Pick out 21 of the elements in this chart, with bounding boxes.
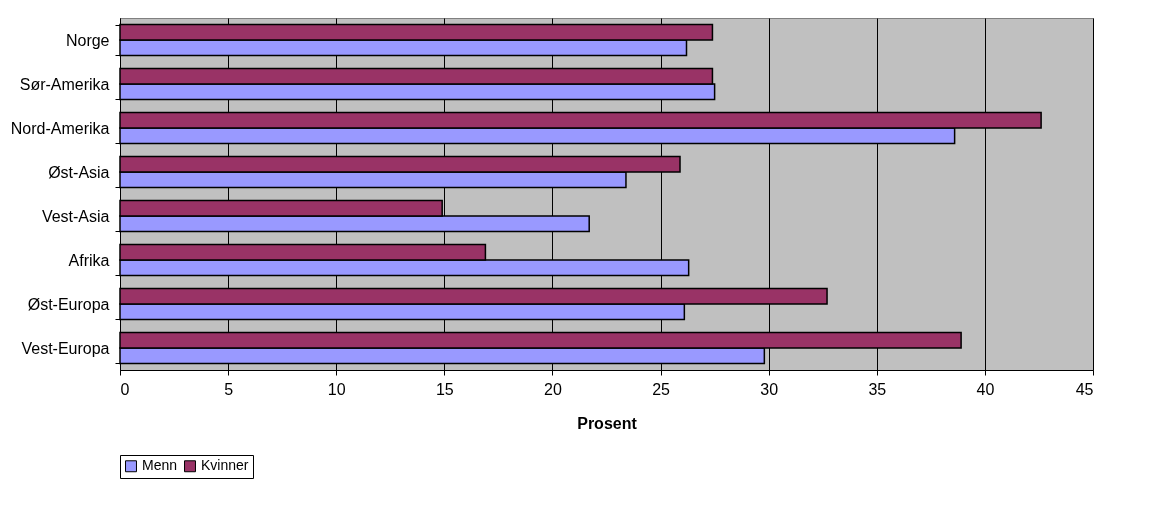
y-tick-label: Øst-Asia bbox=[48, 163, 110, 181]
x-tick-label: 20 bbox=[544, 380, 562, 398]
x-tick-label: 45 bbox=[1075, 380, 1094, 398]
x-tick-label: 0 bbox=[120, 380, 130, 398]
y-tick-label: Afrika bbox=[68, 251, 110, 269]
x-axis-title: Prosent bbox=[577, 414, 638, 432]
x-tick-label: 10 bbox=[327, 380, 346, 398]
legend-label: Kvinner bbox=[201, 457, 249, 474]
x-tick-label: 30 bbox=[760, 380, 779, 398]
y-tick-label: Nord-Amerika bbox=[10, 119, 110, 137]
x-tick-label: 35 bbox=[868, 380, 887, 398]
x-tick-label: 40 bbox=[976, 380, 995, 398]
y-tick-label: Norge bbox=[65, 31, 110, 49]
x-tick-label: 5 bbox=[224, 380, 234, 398]
x-tick-label: 25 bbox=[652, 380, 671, 398]
y-tick-label: Øst-Europa bbox=[27, 295, 110, 313]
y-tick-label: Sør-Amerika bbox=[19, 75, 110, 93]
y-tick-label: Vest-Europa bbox=[21, 339, 110, 357]
x-tick-label: 15 bbox=[435, 380, 454, 398]
legend-label: Menn bbox=[142, 457, 178, 474]
y-tick-label: Vest-Asia bbox=[41, 207, 110, 225]
